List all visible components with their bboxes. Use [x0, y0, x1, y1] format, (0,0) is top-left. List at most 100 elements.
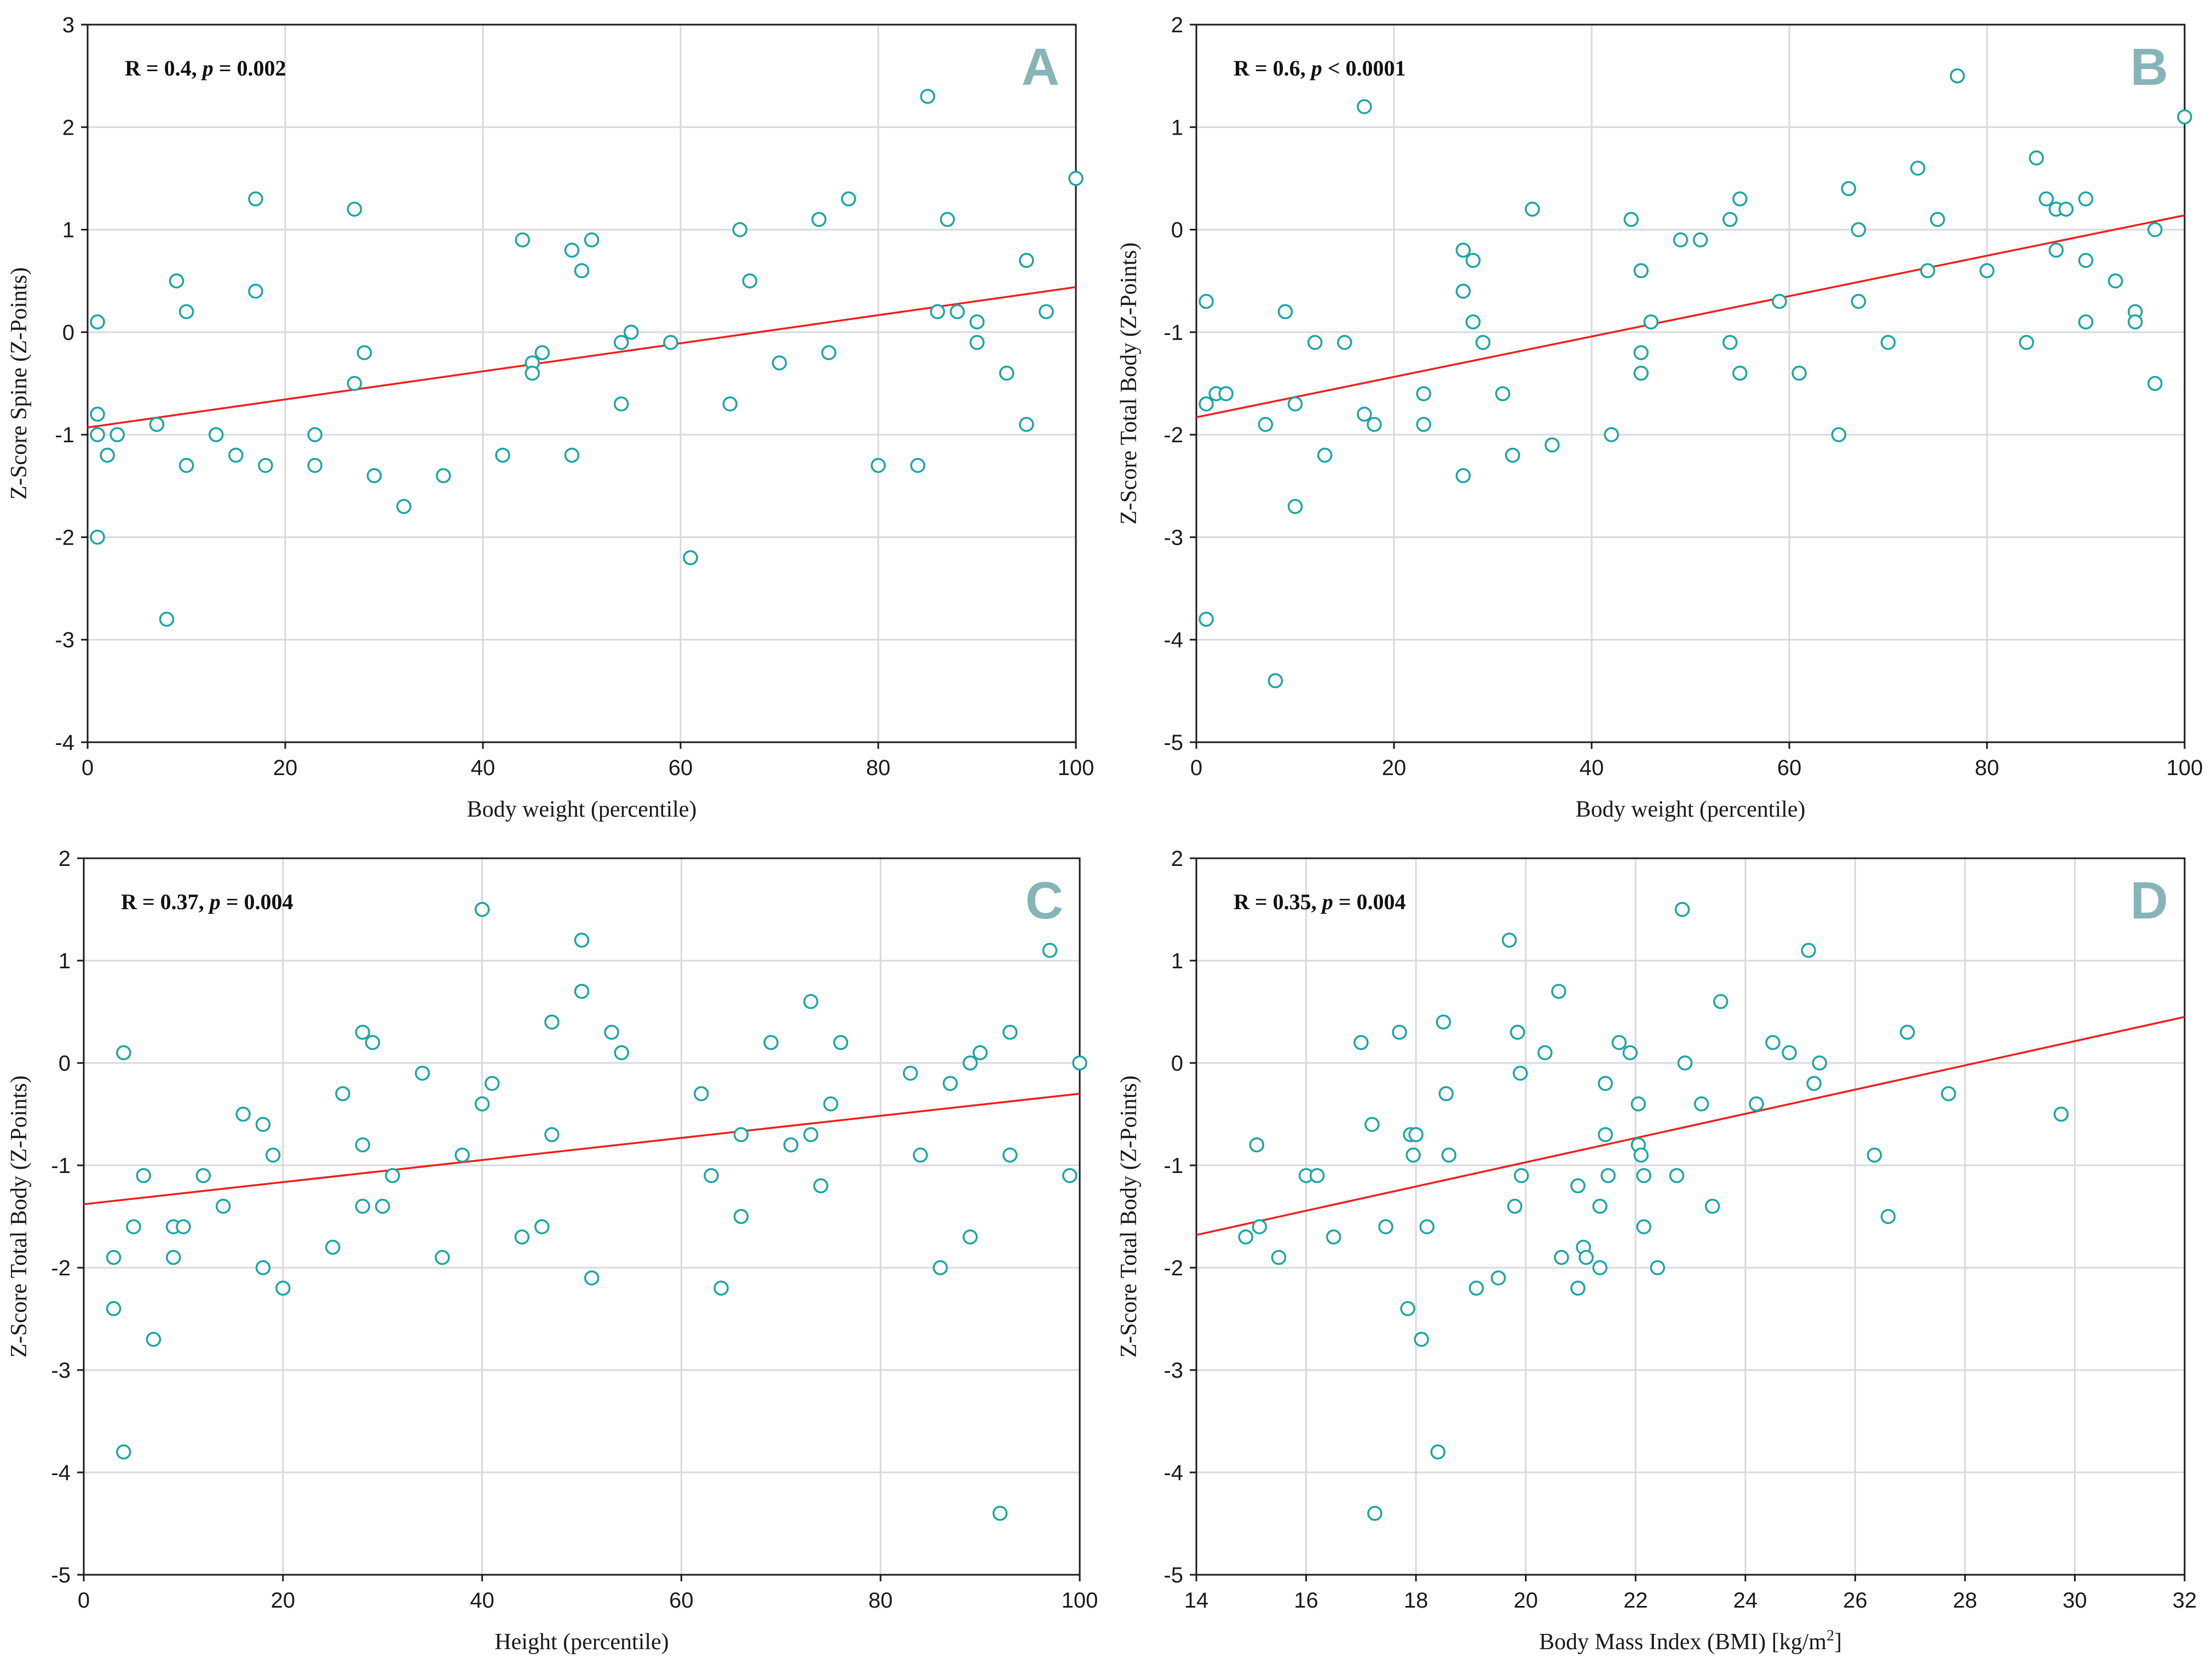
data-point — [355, 1199, 371, 1214]
data-point — [365, 1035, 381, 1050]
data-point — [613, 334, 629, 350]
x-axis-label-end: ] — [1834, 1629, 1842, 1655]
data-point — [1772, 293, 1787, 309]
x-tick-label: 0 — [78, 1588, 90, 1613]
data-point — [903, 1065, 918, 1081]
data-point — [1782, 1045, 1797, 1061]
data-point — [356, 345, 372, 361]
data-point — [347, 375, 362, 391]
y-axis-label: Z-Score Spine (Z-Points) — [7, 267, 32, 500]
data-point — [1475, 334, 1491, 350]
data-point — [1468, 1280, 1484, 1296]
data-point — [1604, 427, 1619, 442]
x-tick-label: 20 — [271, 1588, 296, 1613]
plot-frame — [87, 24, 1077, 743]
y-axis-label: Z-Score Total Body (Z-Points) — [1116, 242, 1142, 524]
data-point — [2078, 253, 2094, 268]
plot-frame — [1195, 857, 2186, 1576]
y-tick-label: 0 — [62, 321, 74, 345]
data-point — [1749, 1096, 1764, 1112]
data-point — [1633, 345, 1649, 361]
x-axis-label-main: Body Mass Index (BMI) [kg/m — [1539, 1629, 1827, 1655]
data-point — [1910, 160, 1926, 176]
data-point — [940, 212, 955, 227]
data-point — [248, 191, 263, 207]
data-point — [1693, 1096, 1709, 1112]
data-point — [1326, 1229, 1341, 1245]
data-point — [474, 1096, 490, 1112]
data-point — [963, 1229, 978, 1245]
data-point — [584, 1270, 600, 1286]
regression-line — [87, 286, 1076, 429]
data-point — [972, 1045, 988, 1061]
data-point — [1455, 468, 1471, 483]
data-point — [1812, 1055, 1827, 1071]
data-point — [159, 611, 175, 627]
x-tick-label: 20 — [273, 756, 298, 780]
data-point — [833, 1035, 849, 1050]
data-point — [1513, 1168, 1529, 1183]
data-point — [783, 1137, 799, 1153]
data-point — [178, 458, 194, 473]
y-tick-label: -1 — [1163, 1154, 1183, 1178]
x-tick-label: 40 — [470, 1588, 494, 1613]
data-point — [713, 1280, 729, 1296]
data-point — [1598, 1076, 1613, 1091]
panel-letter: A — [1022, 38, 1059, 96]
stat-p-symbol: p — [1321, 889, 1333, 914]
data-point — [1507, 1199, 1523, 1214]
data-point — [116, 1045, 131, 1061]
data-point — [999, 366, 1015, 381]
x-axis-label: Body Mass Index (BMI) [kg/m2] — [1539, 1627, 1842, 1655]
data-point — [2107, 273, 2123, 288]
data-point — [733, 1127, 749, 1142]
data-point — [90, 427, 105, 442]
data-point — [2058, 201, 2074, 217]
data-point — [1307, 334, 1323, 350]
data-point — [932, 1260, 948, 1275]
data-point — [771, 355, 787, 371]
data-point — [255, 1117, 271, 1132]
x-tick-label: 0 — [82, 756, 94, 780]
data-point — [1713, 994, 1729, 1009]
data-point — [495, 447, 510, 463]
data-point — [1392, 1025, 1407, 1040]
panel-a: 0 20 40 60 80 100 -4 -3 -2 -1 0 1 2 3 R = 0.4, p = 0.0… — [7, 13, 1094, 822]
data-point — [584, 232, 600, 248]
data-point — [1537, 1045, 1553, 1061]
data-point — [1851, 222, 1867, 238]
data-point — [1623, 212, 1639, 227]
data-point — [169, 273, 185, 288]
panel-c: 0 20 40 60 80 100 -5 -4 -3 -2 -1 0 1 2 R = 0.37, p = 0… — [7, 847, 1098, 1655]
data-point — [1199, 293, 1214, 309]
data-point — [2038, 191, 2054, 207]
data-point — [116, 1444, 131, 1460]
data-point — [534, 345, 550, 361]
data-point — [1633, 1147, 1649, 1163]
data-point — [1367, 417, 1382, 432]
data-point — [1218, 386, 1234, 401]
data-point — [574, 984, 590, 999]
stat-r-text: R = 0.4, — [125, 56, 203, 80]
correlation-stat: R = 0.35, p = 0.004 — [1234, 889, 1405, 914]
data-point — [1636, 1168, 1652, 1183]
data-point — [1570, 1280, 1586, 1296]
x-tick-label: 80 — [866, 756, 891, 780]
data-point — [1510, 1025, 1525, 1040]
data-point — [215, 1199, 231, 1214]
y-tick-label: 1 — [1171, 115, 1183, 140]
data-point — [228, 447, 244, 463]
data-point — [1378, 1219, 1393, 1234]
data-point — [435, 1250, 450, 1265]
data-point — [454, 1147, 470, 1163]
x-tick-label: 60 — [669, 756, 693, 780]
data-point — [1643, 314, 1659, 330]
data-point — [1674, 902, 1690, 917]
data-point — [763, 1035, 779, 1050]
panel-letter: C — [1026, 871, 1063, 930]
y-tick-label: 0 — [1171, 218, 1183, 242]
data-point — [1019, 417, 1034, 432]
data-point — [1592, 1260, 1608, 1275]
data-point — [1414, 1332, 1429, 1347]
data-point — [1287, 499, 1303, 514]
